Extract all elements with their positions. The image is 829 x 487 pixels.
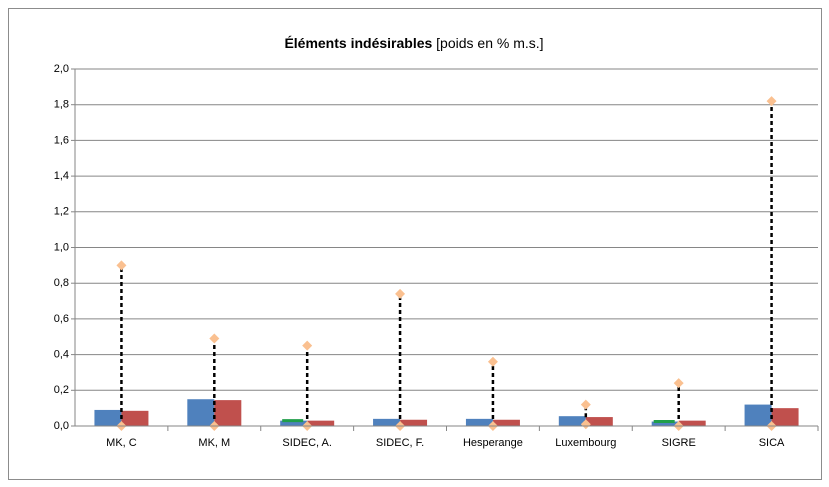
range-high <box>673 378 684 389</box>
y-tick-label: 0,8 <box>54 277 69 289</box>
bar <box>744 404 772 426</box>
y-tick-label: 2,0 <box>54 63 69 75</box>
bar <box>400 419 428 426</box>
range-high <box>395 288 406 299</box>
y-tick-label: 0,4 <box>54 349 69 361</box>
range-high <box>116 260 127 271</box>
chart-frame <box>8 8 822 480</box>
bar <box>465 418 493 426</box>
y-tick-label: 1,2 <box>54 206 69 218</box>
y-tick-label: 1,8 <box>54 99 69 111</box>
x-tick-label: MK, C <box>106 437 137 449</box>
x-tick-label: SICA <box>759 437 785 449</box>
bar <box>307 420 335 426</box>
x-tick-label: Luxembourg <box>555 437 616 449</box>
bar <box>121 410 149 426</box>
bar <box>492 419 520 426</box>
chart-title: Éléments indésirables [poids en % m.s.] <box>284 35 543 51</box>
x-tick-label: Hesperange <box>463 437 523 449</box>
y-tick-label: 0,2 <box>54 384 69 396</box>
title-suffix: [poids en % m.s.] <box>436 35 543 51</box>
bar <box>585 417 613 426</box>
range-high <box>580 399 591 410</box>
y-tick-label: 1,4 <box>54 170 69 182</box>
y-tick-label: 1,0 <box>54 241 69 253</box>
x-tick-label: SIGRE <box>662 437 696 449</box>
bar <box>187 399 215 426</box>
y-tick-label: 1,6 <box>54 134 69 146</box>
y-tick-label: 0,0 <box>54 420 69 432</box>
bar <box>651 421 679 426</box>
range-high <box>302 340 313 351</box>
range-low <box>580 419 591 430</box>
bar <box>771 408 799 426</box>
x-tick-label: SIDEC, A. <box>282 437 332 449</box>
range-high <box>766 96 777 107</box>
x-tick-label: MK, M <box>198 437 230 449</box>
bar <box>280 420 308 426</box>
bar <box>678 420 706 426</box>
x-tick-label: SIDEC, F. <box>376 437 424 449</box>
bar <box>558 416 586 426</box>
bar <box>214 400 242 426</box>
y-tick-label: 0,6 <box>54 313 69 325</box>
range-high <box>209 333 220 344</box>
title-main: Éléments indésirables <box>284 35 432 51</box>
bar <box>373 418 401 426</box>
bar <box>94 409 122 426</box>
range-high <box>487 356 498 367</box>
